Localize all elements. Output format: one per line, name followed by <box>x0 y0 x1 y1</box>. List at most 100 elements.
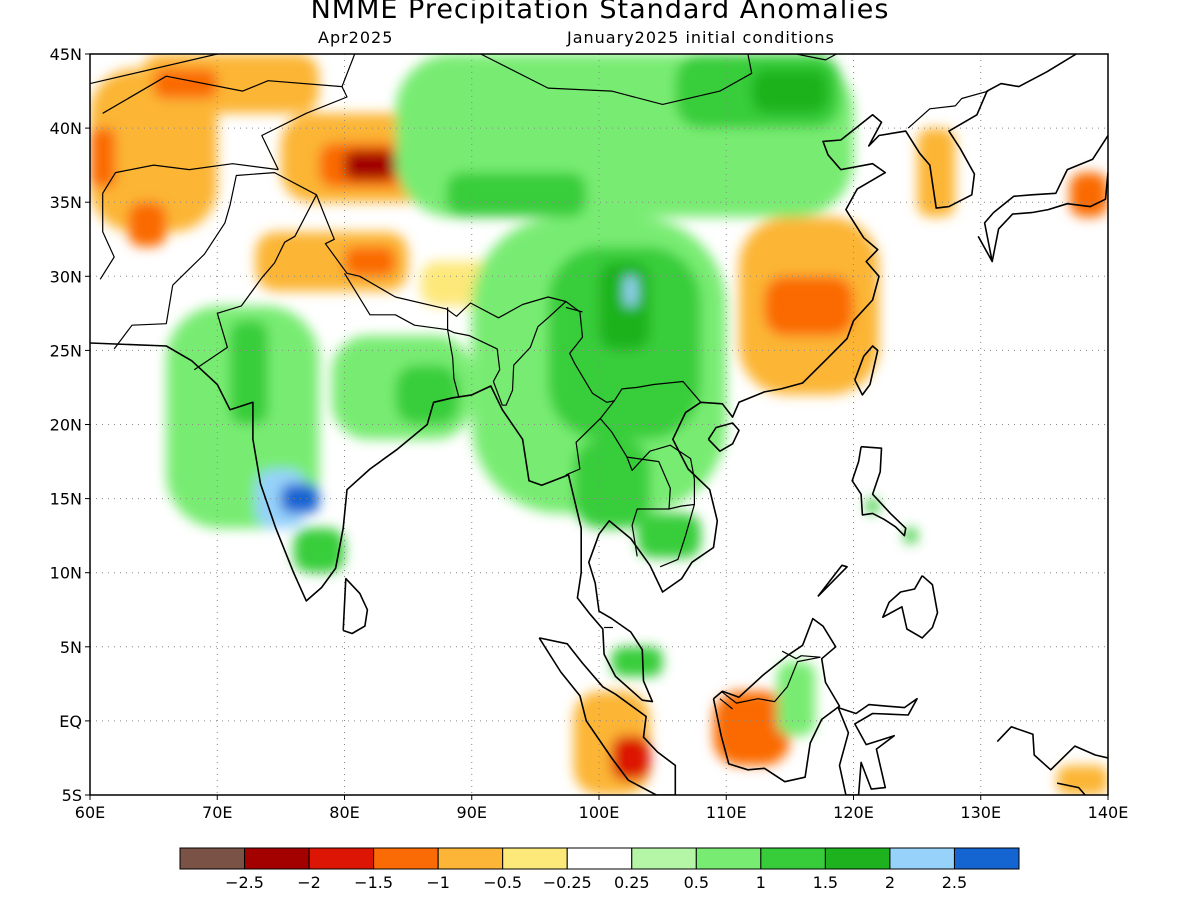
coastline <box>538 637 677 795</box>
anomaly-shading <box>90 54 1108 795</box>
coastlines <box>90 54 1108 795</box>
anomaly-region-16 <box>1069 172 1108 218</box>
coastline <box>996 725 1108 771</box>
country-border <box>113 285 174 350</box>
colorbar-swatch <box>824 847 891 870</box>
colorbar-swatch <box>373 847 439 870</box>
colorbar-swatch <box>566 847 633 870</box>
country-border <box>447 329 460 398</box>
country-border <box>172 172 702 403</box>
lat-tick-label: 35N <box>50 193 82 212</box>
anomaly-region-4 <box>153 68 218 99</box>
lat-tick-label: 25N <box>50 341 82 360</box>
country-border <box>781 650 821 660</box>
forecast-month: Apr2025 <box>318 28 394 47</box>
anomaly-region-37 <box>446 172 587 218</box>
anomaly-region-2 <box>128 202 167 247</box>
anomaly-region-19 <box>713 691 790 766</box>
lat-tick-label: 45N <box>50 45 82 64</box>
colorbar-label: 0.5 <box>684 873 709 892</box>
lon-tick-label: 120E <box>833 803 874 822</box>
colorbar-label: 2 <box>885 873 895 892</box>
colorbar-label: 2.5 <box>942 873 967 892</box>
country-border <box>261 86 348 170</box>
colorbar-swatch <box>502 847 568 870</box>
latitude-ticks: 45N 40N 35N 30N 25N 20N 15N 10N 5N EQ 5S <box>50 45 90 805</box>
coastline <box>712 617 841 783</box>
colorbar-swatch <box>631 847 697 870</box>
lat-tick-label: 40N <box>50 119 82 138</box>
lat-tick-label: 10N <box>50 564 82 583</box>
coastline <box>817 564 848 597</box>
colorbar-swatch <box>953 847 1020 870</box>
colorbar-swatch <box>889 847 955 870</box>
anomaly-region-38 <box>611 646 663 677</box>
colorbar-swatch <box>760 847 826 870</box>
country-border <box>599 400 615 419</box>
country-border <box>720 656 821 704</box>
coastline <box>854 345 879 396</box>
lat-tick-label: 5N <box>60 638 82 657</box>
country-border <box>343 272 449 331</box>
lat-tick-label: 30N <box>50 267 82 286</box>
anomaly-region-1 <box>90 128 116 188</box>
anomaly-region-7 <box>344 150 396 180</box>
colorbar-label: −2.5 <box>225 873 264 892</box>
coastline <box>977 135 1108 263</box>
anomaly-region-22 <box>229 320 269 425</box>
lon-tick-label: 130E <box>960 803 1001 822</box>
country-border <box>193 194 318 371</box>
anomaly-region-20 <box>1057 765 1108 795</box>
country-border <box>659 504 695 568</box>
colorbar-label: 1.5 <box>813 873 838 892</box>
anomaly-region-31 <box>624 276 638 306</box>
coastline <box>837 697 918 795</box>
anomaly-region-30 <box>599 261 650 351</box>
anomaly-region-25 <box>293 528 345 573</box>
country-border <box>565 306 583 313</box>
longitude-ticks: 60E 70E 80E 90E 100E 110E 120E 130E 140E <box>75 795 1129 822</box>
lat-tick-label: 5S <box>62 786 82 805</box>
anomaly-region-9 <box>344 246 396 277</box>
map-title: NMME Precipitation Standard Anomalies <box>310 0 890 25</box>
colorbar-label: 1 <box>756 873 766 892</box>
anomaly-region-15 <box>917 128 956 218</box>
colorbar-label: −1.5 <box>354 873 393 892</box>
anomaly-region-18 <box>611 735 650 781</box>
lon-tick-label: 100E <box>579 803 620 822</box>
lat-tick-label: 15N <box>50 490 82 509</box>
country-borders <box>90 54 989 710</box>
colorbar-label: −0.5 <box>483 873 522 892</box>
colorbar: −2.5 −2 −1.5 −1 −0.5 −0.25 0.25 0.5 1 1.5 2 2.5 <box>179 847 1020 892</box>
anomaly-region-40 <box>904 528 918 544</box>
lon-tick-label: 60E <box>75 803 105 822</box>
country-border <box>479 54 803 106</box>
colorbar-label: −1 <box>426 873 450 892</box>
initial-conditions: January2025 initial conditions <box>567 28 835 47</box>
colorbar-swatch <box>695 847 762 870</box>
coastline <box>90 54 1077 703</box>
anomaly-region-32 <box>573 439 650 529</box>
anomaly-region-39 <box>777 661 816 736</box>
country-border <box>90 54 218 85</box>
anomaly-region-27 <box>395 365 460 425</box>
anomaly-region-13 <box>764 276 854 336</box>
lon-tick-label: 80E <box>329 803 359 822</box>
coastline <box>342 577 369 635</box>
coastline <box>851 445 907 537</box>
lat-tick-label: EQ <box>59 712 82 731</box>
coastline <box>707 422 740 453</box>
country-border <box>907 90 989 129</box>
country-border <box>719 698 733 710</box>
country-border <box>447 301 567 406</box>
country-border <box>626 444 696 510</box>
anomaly-region-33 <box>637 513 701 558</box>
country-border <box>102 163 279 194</box>
anomaly-region-36 <box>751 68 829 114</box>
coastline <box>991 172 1108 262</box>
coastline <box>881 575 939 639</box>
lon-tick-label: 110E <box>706 803 747 822</box>
anomaly-region-41 <box>866 498 879 514</box>
lon-tick-label: 140E <box>1088 803 1129 822</box>
